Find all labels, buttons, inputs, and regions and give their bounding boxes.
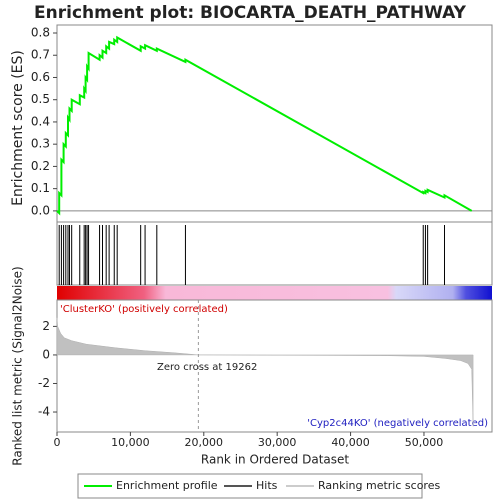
x-tick-label: 10,000 — [111, 436, 150, 449]
y-tick-label: -4 — [38, 405, 50, 419]
y-tick-label: 0.7 — [31, 48, 50, 62]
negative-label: 'Cyp2c44KO' (negatively correlated) — [307, 418, 488, 429]
y-tick-label: 0.0 — [31, 203, 50, 217]
x-tick-label: 50,000 — [405, 436, 444, 449]
positive-label: 'ClusterKO' (positively correlated) — [60, 304, 228, 315]
x-tick-label: 0 — [54, 436, 61, 449]
enrichment-line — [56, 35, 473, 216]
legend-label: Ranking metric scores — [318, 479, 440, 492]
x-tick-label: 30,000 — [258, 436, 297, 449]
chart-title: Enrichment plot: BIOCARTA_DEATH_PATHWAY — [34, 3, 467, 23]
zero-cross-label: Zero cross at 19262 — [157, 362, 257, 373]
y-tick-label: 0.3 — [31, 137, 50, 151]
x-tick-label: 20,000 — [185, 436, 224, 449]
y-tick-label: -2 — [38, 376, 50, 390]
metric-area — [56, 317, 474, 427]
y-tick-label: 0.1 — [31, 181, 50, 195]
y-axis-label: Ranked list metric (Signal2Noise) — [11, 266, 25, 465]
legend-label: Hits — [256, 479, 278, 492]
x-axis-label: Rank in Ordered Dataset — [201, 453, 349, 467]
y-tick-label: 0 — [42, 347, 50, 361]
legend-label: Enrichment profile — [116, 479, 218, 492]
y-tick-label: 0.2 — [31, 159, 50, 173]
y-axis-label: Enrichment score (ES) — [10, 50, 26, 206]
y-tick-label: 0.5 — [31, 92, 50, 106]
top-frame — [56, 24, 493, 286]
bottom-frame — [56, 299, 493, 433]
y-tick-label: 0.8 — [31, 26, 50, 40]
y-tick-label: 0.6 — [31, 70, 50, 84]
x-tick-label: 40,000 — [331, 436, 370, 449]
y-tick-label: 2 — [42, 319, 50, 333]
rank-color-band — [57, 286, 492, 300]
y-tick-label: 0.4 — [31, 114, 50, 128]
